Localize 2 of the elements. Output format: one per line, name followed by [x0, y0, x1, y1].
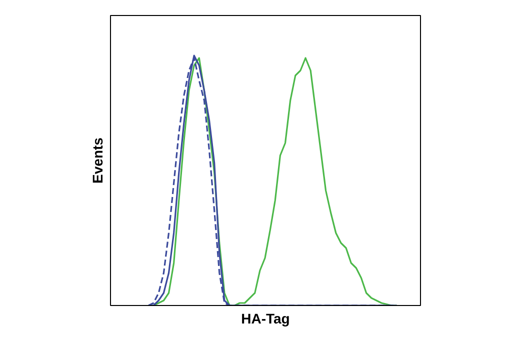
x-axis-title: HA-Tag — [241, 310, 290, 326]
y-axis-title: Events — [90, 137, 106, 184]
